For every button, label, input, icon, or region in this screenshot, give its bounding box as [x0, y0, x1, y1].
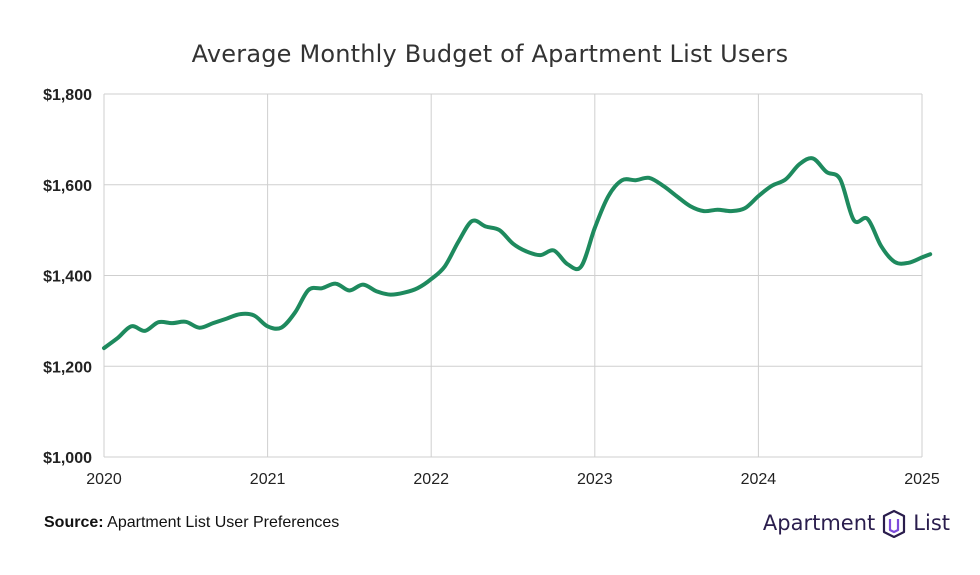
- y-tick-labels: $1,000 $1,200 $1,400 $1,600 $1,800: [43, 87, 92, 467]
- logo-text-right: List: [913, 511, 950, 535]
- x-tick-label: 2020: [86, 471, 122, 488]
- x-tick-label: 2021: [250, 471, 286, 488]
- apartment-building-icon: [883, 509, 906, 538]
- x-tick-label: 2022: [413, 471, 449, 488]
- y-tick-label: $1,200: [43, 359, 92, 376]
- y-tick-label: $1,600: [43, 178, 92, 195]
- chart-title: Average Monthly Budget of Apartment List…: [191, 40, 789, 68]
- source-text: Apartment List User Preferences: [107, 514, 340, 531]
- line-chart: $1,000$1,200$1,400$1,600$1,800 2020 2021 2…: [43, 87, 940, 488]
- y-tick-label: $1,000: [43, 450, 92, 467]
- x-tick-labels: 2020 2021 2022 2023 2024 2025: [86, 471, 940, 488]
- grid-lines: [103, 93, 923, 458]
- y-tick-label: $1,400: [43, 269, 92, 286]
- logo-text-left: Apartment: [762, 511, 876, 535]
- series-layer: [102, 156, 933, 351]
- x-tick-label: 2024: [741, 471, 777, 488]
- apartment-list-logo: Apartment List: [763, 508, 950, 538]
- y-tick-label: $1,800: [43, 87, 92, 104]
- series-line-0: [102, 156, 933, 351]
- source-label: Source:: [44, 514, 104, 531]
- x-tick-label: 2025: [904, 471, 940, 488]
- source-note: Source: Apartment List User Preferences: [44, 514, 339, 532]
- x-tick-label: 2023: [577, 471, 613, 488]
